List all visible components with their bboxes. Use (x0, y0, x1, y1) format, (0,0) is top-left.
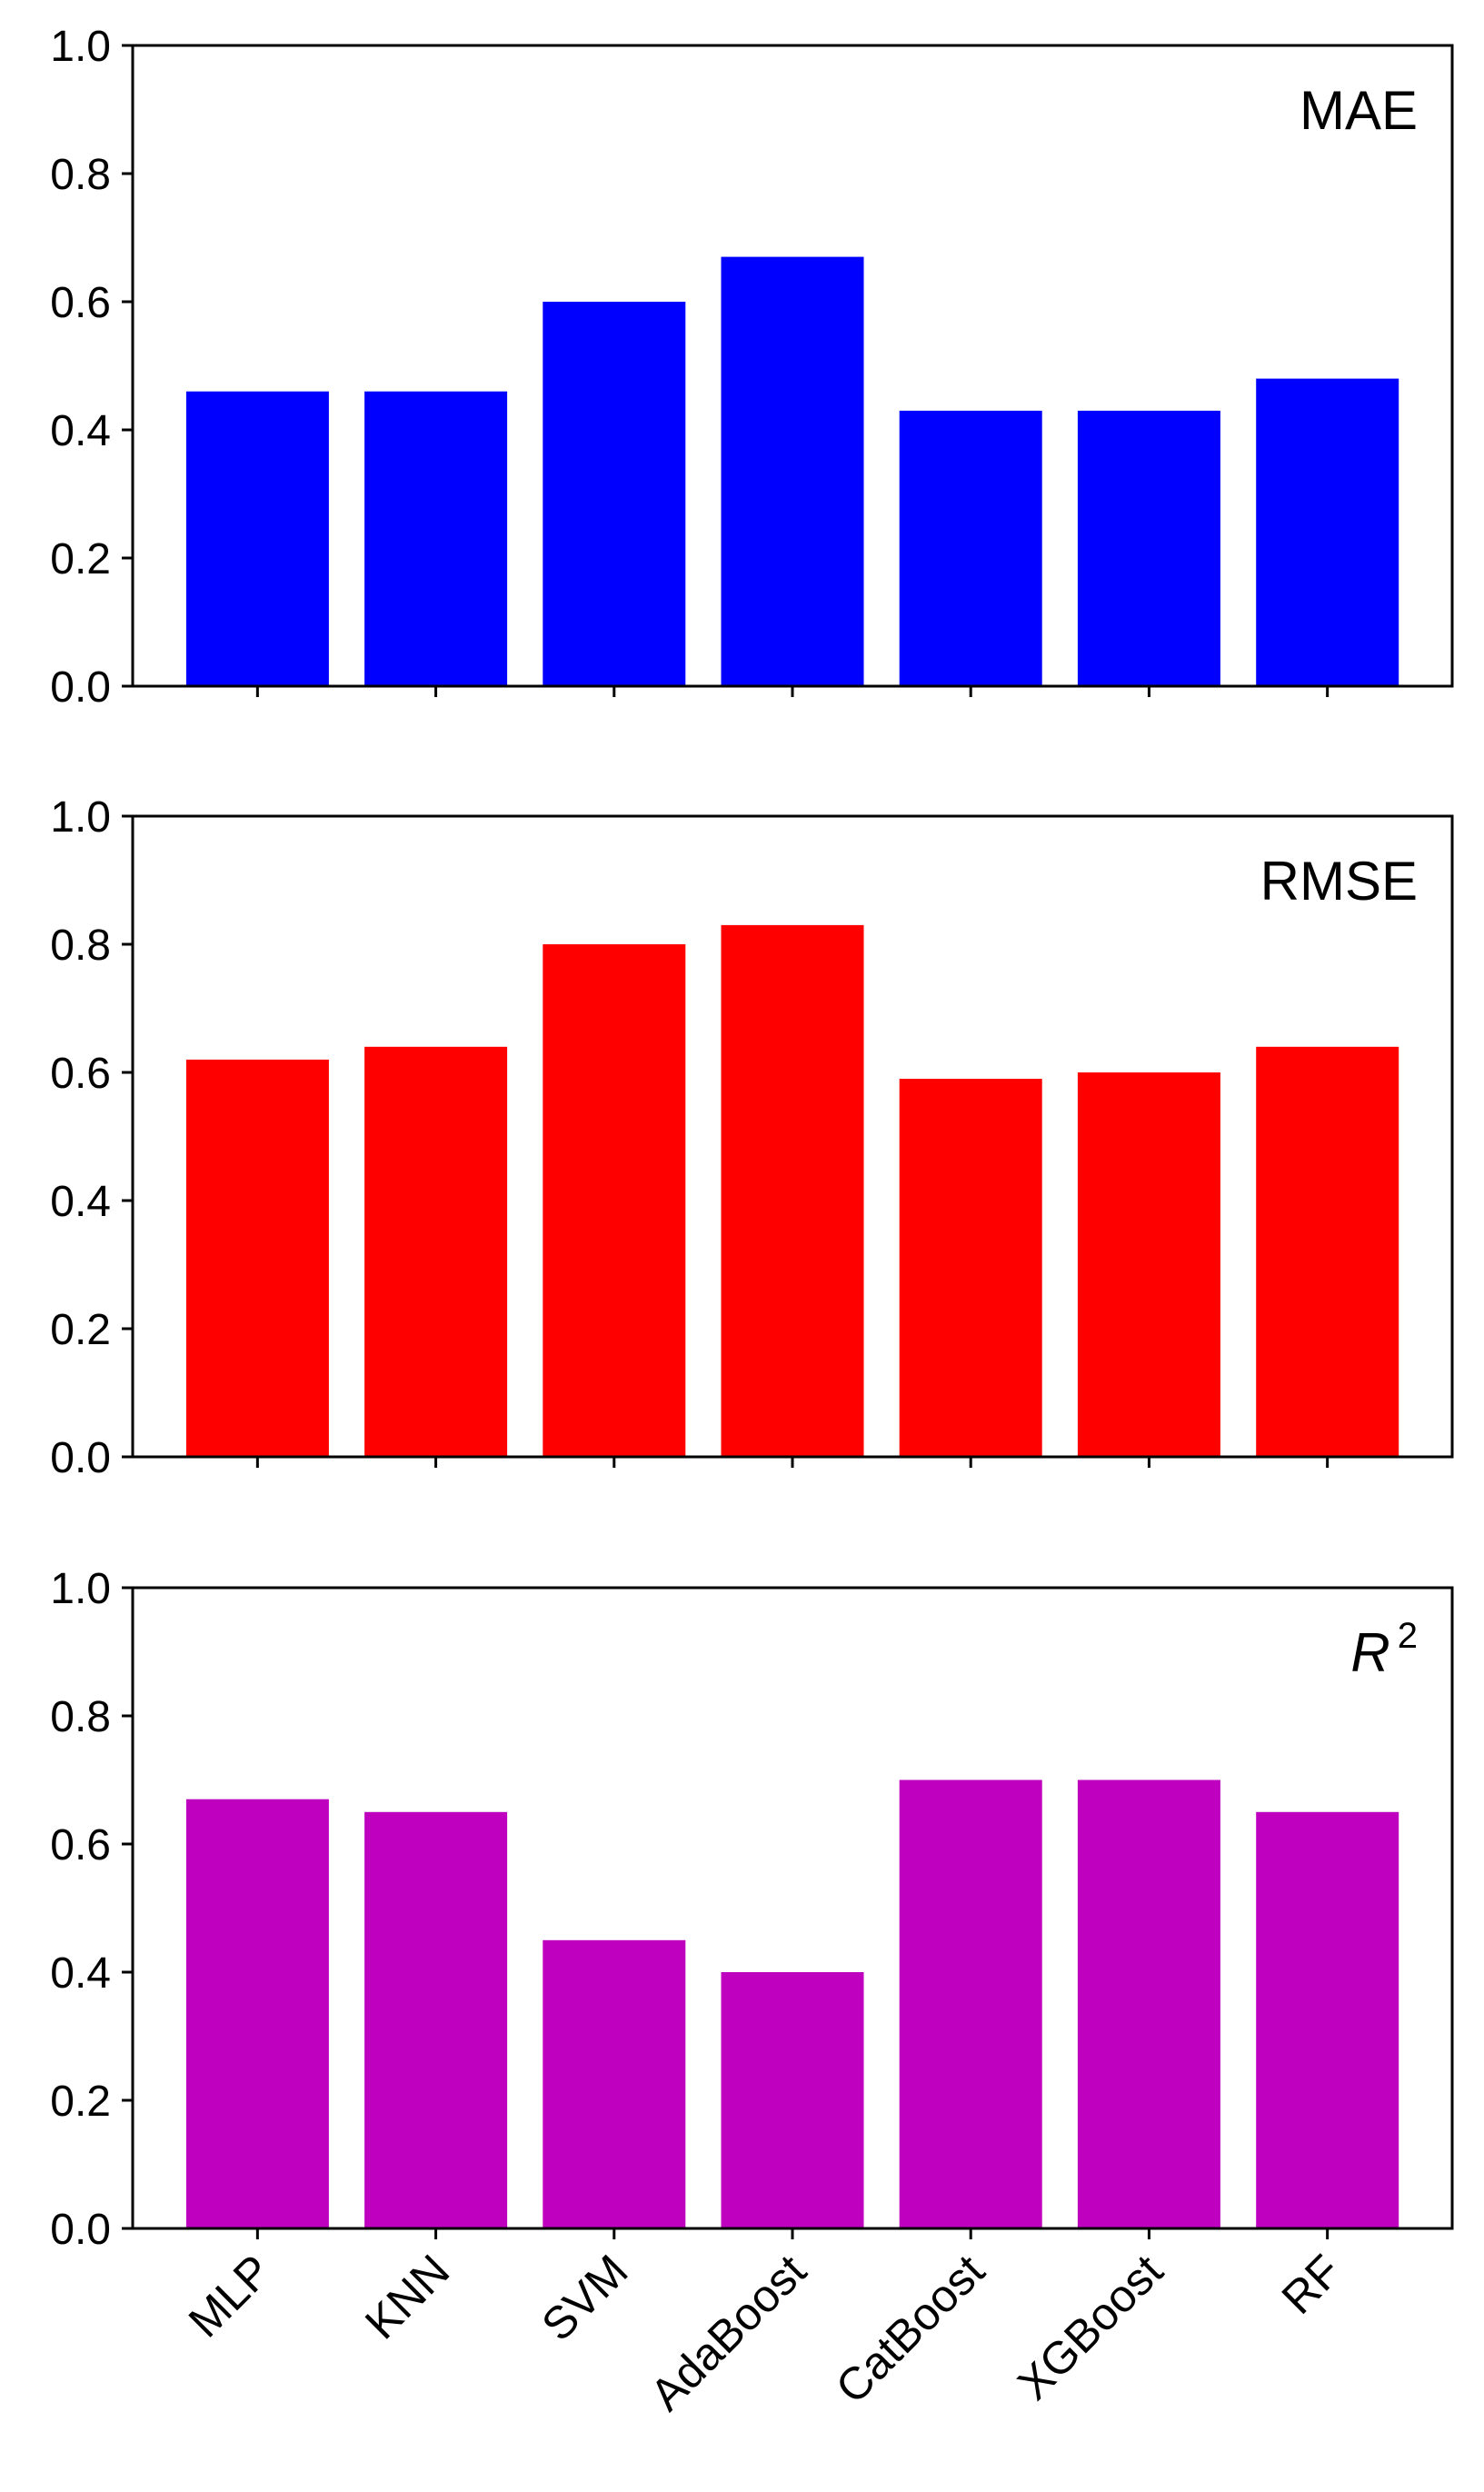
x-tick-label-rf: RF (1272, 2245, 1351, 2324)
y-tick-label: 0.2 (50, 1306, 111, 1354)
y-tick-label: 1.0 (50, 1565, 111, 1613)
x-tick-label-xgboost: XGBoost (1008, 2245, 1172, 2409)
y-tick-label: 0.0 (50, 1434, 111, 1482)
bar-svm (543, 944, 686, 1457)
y-tick-label: 0.4 (50, 1949, 111, 1998)
y-tick-label: 0.8 (50, 151, 111, 199)
y-tick-label: 1.0 (50, 793, 111, 842)
y-tick-label: 0.2 (50, 2078, 111, 2126)
x-tick-label-svm: SVM (532, 2245, 637, 2350)
y-tick-label: 0.6 (50, 1821, 111, 1869)
panel-title: MAE (1300, 80, 1418, 141)
y-tick-label: 0.2 (50, 535, 111, 583)
y-tick-label: 1.0 (50, 23, 111, 71)
bar-rf (1256, 1046, 1399, 1457)
bar-knn (364, 391, 508, 686)
y-tick-label: 0.6 (50, 279, 111, 327)
y-tick-label: 0.8 (50, 1693, 111, 1741)
x-tick-label-adaboost: AdaBoost (641, 2245, 816, 2420)
bar-mlp (185, 1059, 329, 1457)
bar-knn (364, 1811, 508, 2229)
y-tick-label: 0.0 (50, 2206, 111, 2254)
bar-xgboost (1077, 1779, 1220, 2228)
bar-svm (543, 1939, 686, 2229)
y-tick-label: 0.6 (50, 1050, 111, 1098)
panel-title: RMSE (1260, 851, 1418, 912)
bar-xgboost (1077, 1072, 1220, 1457)
bar-catboost (899, 1079, 1042, 1457)
y-tick-label: 0.0 (50, 663, 111, 712)
y-tick-label: 0.4 (50, 1178, 111, 1226)
panel-mae: 0.0 0.2 0.4 0.6 0.8 1.0 MAE (50, 23, 1454, 712)
x-tick-label-mlp: MLP (179, 2245, 281, 2347)
bar-catboost (899, 410, 1042, 686)
bar-rf (1256, 378, 1399, 686)
panel-rmse: 0.0 0.2 0.4 0.6 0.8 1.0 RMSE (50, 793, 1454, 1482)
bar-mlp (185, 1799, 329, 2228)
y-tick-label: 0.4 (50, 407, 111, 455)
panel-r: 0.0 0.2 0.4 0.6 0.8 1.0 R 2 (50, 1565, 1454, 2254)
bar-catboost (899, 1779, 1042, 2228)
y-tick-label: 0.8 (50, 922, 111, 970)
x-tick-label-catboost: CatBoost (826, 2245, 994, 2413)
bar-knn (364, 1046, 508, 1457)
bar-adaboost (721, 256, 864, 686)
bar-adaboost (721, 1972, 864, 2228)
bar-svm (543, 302, 686, 686)
bar-mlp (185, 391, 329, 686)
bar-adaboost (721, 924, 864, 1457)
bar-rf (1256, 1811, 1399, 2229)
bar-xgboost (1077, 410, 1220, 686)
x-tick-label-knn: KNN (355, 2245, 459, 2348)
